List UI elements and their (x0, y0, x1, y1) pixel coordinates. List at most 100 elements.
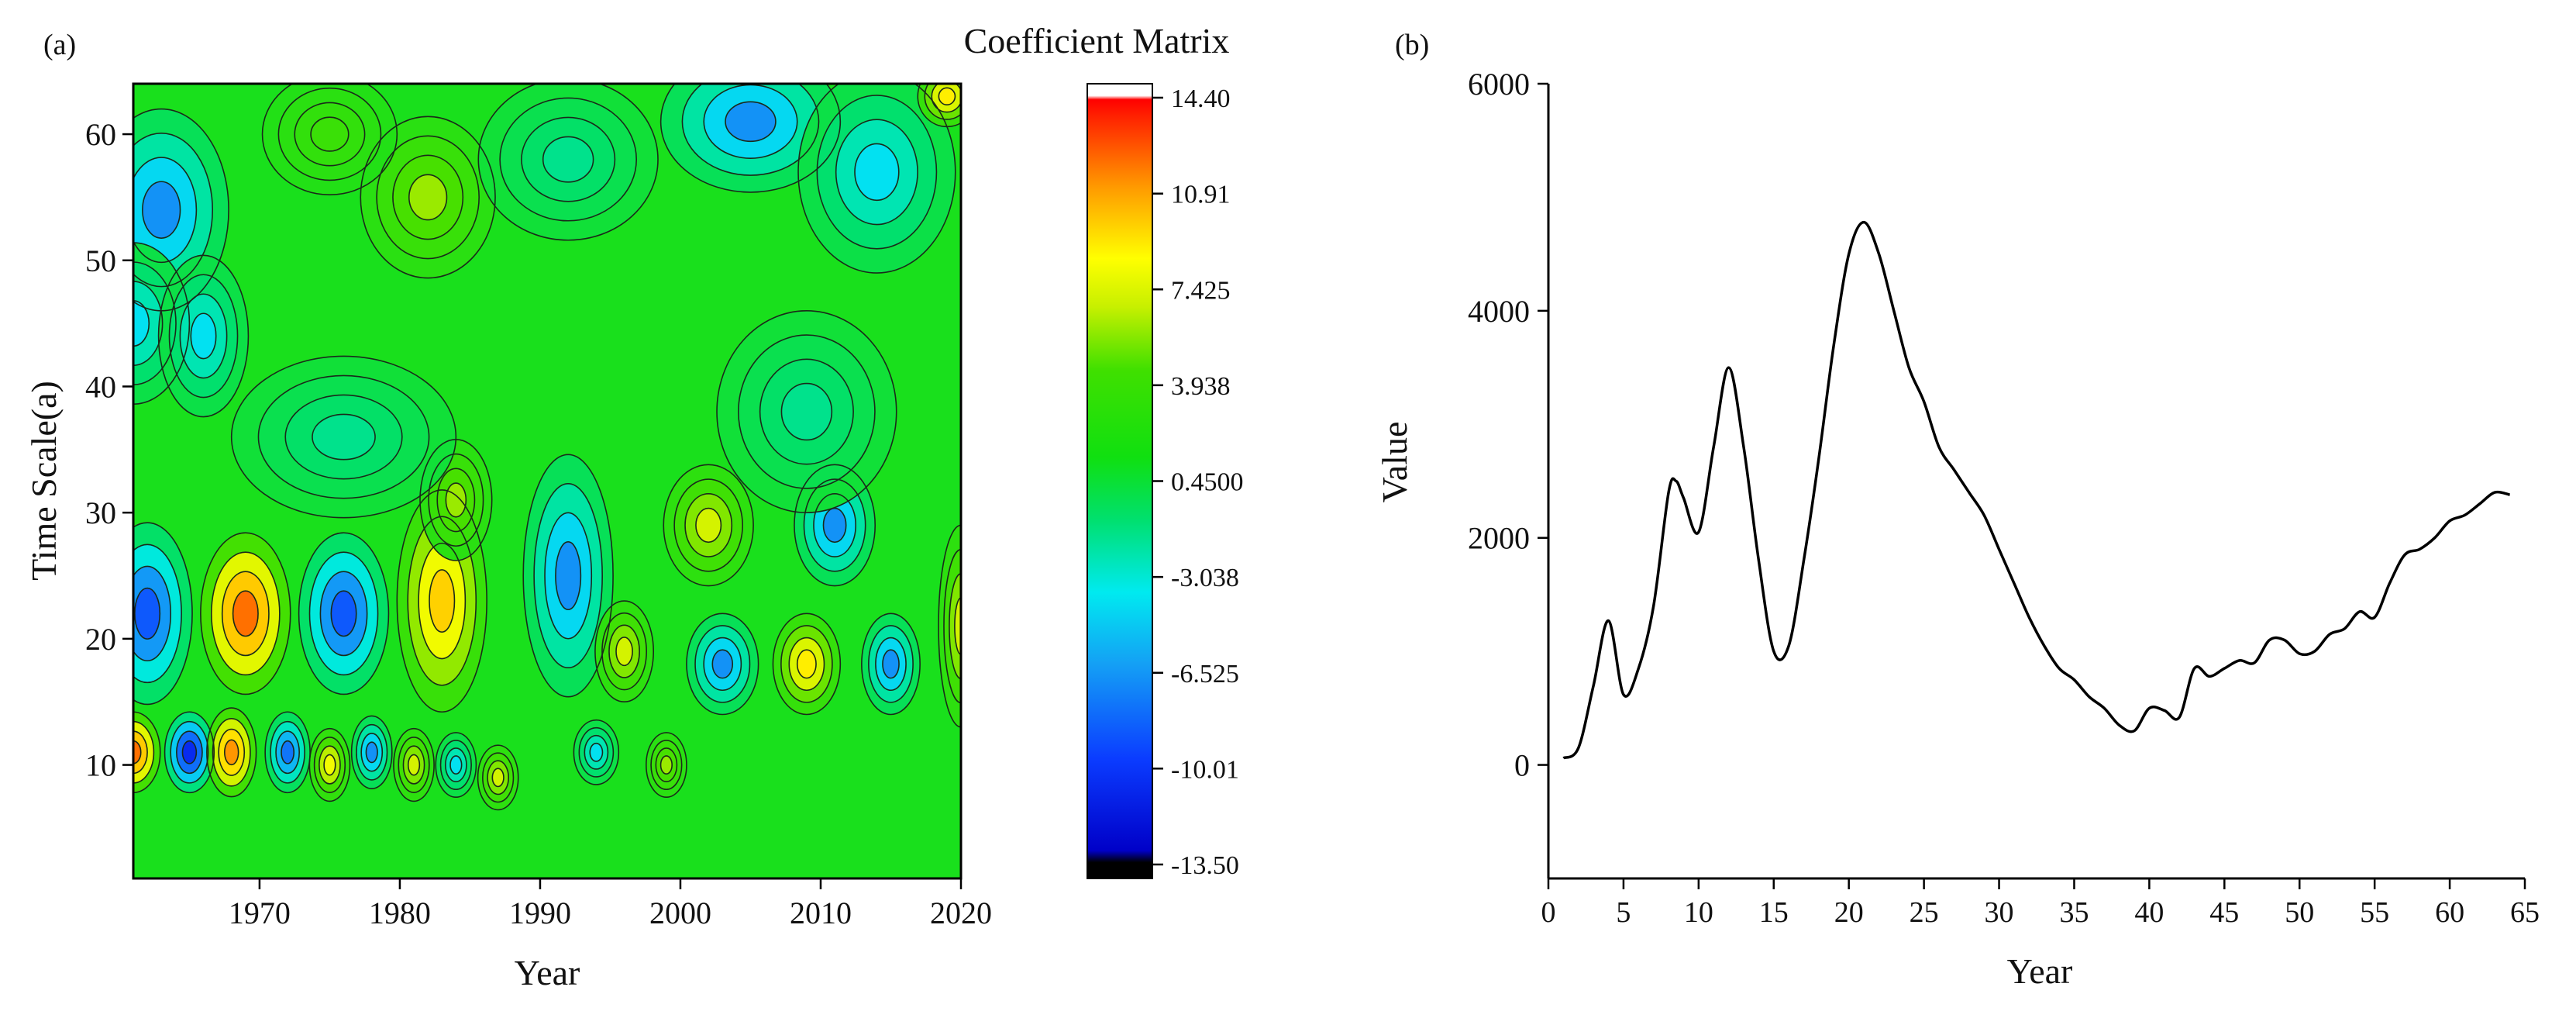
line-y-tick-label-0: 0 (1514, 748, 1530, 783)
heatmap-contour-10-2 (813, 493, 856, 557)
heatmap-contour-10-3 (822, 507, 847, 544)
line-x-tick-label-65: 65 (2510, 896, 2540, 929)
heatmap-x-tick-label-1990: 1990 (509, 895, 571, 930)
heatmap-contour-lines (133, 84, 961, 811)
colorbar-tick-label-6: -6.525 (1171, 660, 1239, 688)
heatmap-cell-1 (200, 533, 291, 695)
heatmap-contour-29-2 (521, 116, 616, 202)
heatmap-cell-33 (717, 310, 897, 513)
heatmap-x-tick-label-1970: 1970 (229, 895, 291, 930)
line-chart-x-axis-label: Year (2007, 951, 2073, 991)
line-series-value (1562, 220, 2510, 760)
colorbar (1087, 83, 1153, 879)
line-x-tick-label-20: 20 (1834, 896, 1864, 929)
heatmap-contour-21-1 (482, 752, 515, 803)
heatmap-contour-22-2 (584, 734, 609, 770)
colorbar-title: Coefficient Matrix (964, 21, 1230, 60)
line-chart-y-axis-label: Value (1375, 422, 1414, 503)
heatmap-cell-7 (663, 464, 754, 586)
heatmap-level-27-3 (312, 414, 376, 460)
heatmap-contour-2-0 (298, 532, 390, 695)
heatmap-contour-2-1 (308, 551, 379, 676)
line-x-tick-label-50: 50 (2285, 896, 2314, 929)
heatmap-cell-5 (523, 454, 614, 697)
heatmap-blobs (133, 84, 961, 810)
heatmap-contour-13-1 (133, 720, 155, 784)
heatmap-contour-25-1 (133, 261, 177, 386)
heatmap-contour-18-3 (365, 741, 378, 764)
heatmap-contour-7-0 (663, 464, 754, 587)
heatmap-level-2-3 (331, 591, 356, 637)
heatmap-contour-9-3 (796, 649, 817, 679)
heatmap-contour-34-0 (261, 84, 398, 195)
colorbar-tick-label-1: 10.91 (1171, 181, 1231, 209)
heatmap-contour-11-3 (882, 649, 900, 679)
heatmap-y-axis: 10 20 30 40 50 60 (85, 117, 133, 783)
line-x-tick-label-25: 25 (1910, 896, 1939, 929)
heatmap-contour-19-1 (398, 737, 430, 793)
heatmap-contour-30-0 (659, 84, 842, 193)
heatmap-cell-0 (133, 523, 193, 705)
heatmap-contour-24-3 (142, 181, 181, 239)
heatmap-contour-3-0 (396, 489, 487, 713)
heatmap-contour-24-2 (133, 157, 198, 264)
heatmap-contour-6-3 (615, 637, 633, 667)
line-x-tick-label-30: 30 (1985, 896, 2014, 929)
heatmap-contour-13-3 (133, 740, 142, 764)
heatmap-level-19-3 (408, 754, 420, 775)
heatmap-level-5-3 (555, 541, 581, 610)
heatmap-y-tick-label-10: 10 (85, 748, 116, 783)
heatmap-level-10-3 (823, 508, 846, 543)
heatmap-level-28-3 (408, 174, 447, 220)
heatmap-contour-27-2 (284, 394, 403, 480)
heatmap-contour-11-1 (868, 625, 914, 703)
heatmap-contour-28-0 (360, 116, 496, 279)
heatmap-contour-29-0 (477, 84, 659, 241)
heatmap-level-23-3 (660, 755, 673, 775)
heatmap-x-tick-label-2000: 2000 (649, 895, 711, 930)
line-x-tick-label-55: 55 (2360, 896, 2389, 929)
heatmap-cell-26 (158, 255, 249, 417)
heatmap-level-29-3 (542, 136, 594, 182)
heatmap-contour-18-1 (356, 723, 388, 781)
line-x-tick-label-0: 0 (1541, 896, 1556, 929)
line-y-tick-label-4000: 4000 (1468, 294, 1530, 329)
heatmap-level-32-3 (938, 88, 956, 105)
heatmap-contour-6-2 (608, 624, 640, 678)
heatmap-x-axis: 1970 1980 1990 2000 2010 2020 (229, 878, 992, 930)
heatmap-contour-20-0 (435, 732, 477, 799)
heatmap-contour-5-3 (555, 540, 582, 611)
heatmap-y-tick-label-30: 30 (85, 495, 116, 530)
heatmap-contour-29-1 (499, 97, 637, 222)
heatmap-contour-26-3 (190, 312, 217, 360)
heatmap-x-tick-label-2010: 2010 (790, 895, 852, 930)
heatmap-contour-4-2 (436, 468, 476, 533)
heatmap-contour-17-0 (308, 727, 351, 802)
heatmap-level-15-3 (224, 740, 239, 765)
heatmap-cell-31 (798, 84, 956, 274)
heatmap-contour-15-1 (212, 717, 251, 787)
colorbar-tick-label-3: 3.938 (1171, 372, 1231, 401)
heatmap-cell-11 (861, 613, 921, 715)
heatmap-level-26-3 (191, 313, 216, 359)
heatmap-contour-34-3 (310, 116, 350, 152)
heatmap-contour-2-3 (330, 590, 357, 637)
heatmap-contour-0-3 (134, 587, 161, 640)
heatmap-level-7-3 (695, 508, 721, 543)
heatmap-contour-9-1 (780, 625, 833, 703)
heatmap-contour-5-2 (544, 512, 593, 640)
line-chart-x-axis: 0 5 10 15 20 25 30 35 40 45 50 55 60 65 (1541, 878, 2540, 929)
heatmap-contour-0-2 (133, 565, 172, 662)
heatmap-contour-16-2 (275, 730, 300, 775)
heatmap-contour-33-3 (780, 382, 833, 441)
heatmap-contour-34-2 (294, 102, 366, 167)
panel-b-label: (b) (1395, 29, 1429, 61)
heatmap-contour-27-3 (312, 413, 376, 461)
heatmap-contour-33-2 (759, 358, 854, 465)
heatmap-contour-18-0 (350, 715, 393, 789)
heatmap-contour-27-1 (257, 374, 430, 499)
heatmap-contour-8-1 (694, 625, 751, 703)
heatmap-contour-23-1 (650, 740, 683, 791)
heatmap-frame (132, 82, 963, 880)
heatmap-contour-0-0 (133, 522, 193, 706)
